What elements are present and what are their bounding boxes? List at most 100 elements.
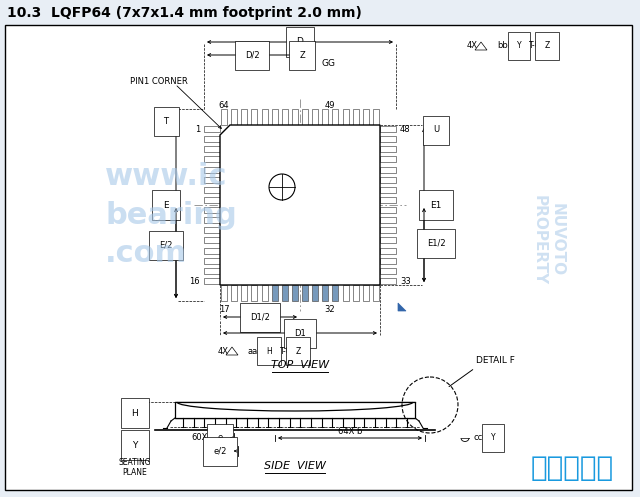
Bar	[380, 238, 396, 244]
Bar	[204, 207, 220, 213]
Text: H: H	[266, 346, 272, 355]
Bar	[204, 136, 220, 142]
Text: PIN1 CORNER: PIN1 CORNER	[130, 78, 188, 86]
Text: 深圳宏力捉: 深圳宏力捉	[531, 454, 614, 482]
Bar	[380, 136, 396, 142]
Bar	[282, 285, 288, 301]
Bar	[252, 285, 257, 301]
Text: TOP  VIEW: TOP VIEW	[271, 360, 329, 370]
Bar	[342, 109, 349, 125]
Text: 17: 17	[219, 305, 229, 314]
Bar	[271, 109, 278, 125]
Bar	[332, 285, 339, 301]
Bar	[380, 126, 396, 132]
Bar	[204, 197, 220, 203]
Bar	[353, 109, 359, 125]
Bar	[363, 109, 369, 125]
Bar	[221, 109, 227, 125]
Text: 4X: 4X	[218, 346, 229, 355]
Bar	[302, 109, 308, 125]
Bar	[271, 285, 278, 301]
Bar	[380, 258, 396, 264]
Text: SIDE  VIEW: SIDE VIEW	[264, 461, 326, 471]
Polygon shape	[220, 125, 380, 285]
Bar	[204, 157, 220, 163]
Bar	[204, 268, 220, 274]
Text: 48: 48	[400, 125, 411, 134]
Bar	[363, 285, 369, 301]
Bar	[282, 109, 288, 125]
Text: H: H	[132, 409, 138, 417]
Text: Y: Y	[132, 440, 138, 449]
Bar	[312, 109, 318, 125]
Text: e: e	[218, 433, 223, 442]
Bar	[380, 278, 396, 284]
Bar	[221, 285, 227, 301]
Bar	[262, 285, 268, 301]
Text: 49: 49	[324, 100, 335, 109]
Bar	[204, 258, 220, 264]
Bar	[380, 187, 396, 193]
Bar	[204, 217, 220, 223]
Text: ccc: ccc	[473, 433, 487, 442]
Bar	[204, 126, 220, 132]
Text: 16: 16	[189, 276, 200, 285]
Text: 33: 33	[400, 276, 411, 285]
Text: www.ic
bearing
.com: www.ic bearing .com	[105, 163, 237, 268]
Bar	[380, 197, 396, 203]
Bar	[241, 109, 247, 125]
Bar	[204, 248, 220, 253]
Bar	[292, 109, 298, 125]
Bar	[204, 146, 220, 152]
Bar	[241, 285, 247, 301]
Text: aaa: aaa	[248, 346, 264, 355]
Bar	[312, 285, 318, 301]
Text: D1/2: D1/2	[250, 313, 270, 322]
Bar	[302, 285, 308, 301]
Bar	[380, 146, 396, 152]
Text: 1: 1	[195, 125, 200, 134]
Text: 60X: 60X	[191, 433, 208, 442]
Text: T-U: T-U	[529, 42, 541, 51]
Bar	[380, 227, 396, 233]
Text: Y: Y	[491, 433, 495, 442]
Text: Z: Z	[299, 51, 305, 60]
Bar	[380, 207, 396, 213]
Bar	[175, 402, 415, 418]
Text: E: E	[163, 200, 169, 210]
Text: 64X b: 64X b	[338, 426, 362, 435]
Bar	[262, 109, 268, 125]
Bar	[323, 109, 328, 125]
Text: E/2: E/2	[159, 241, 173, 249]
Bar	[380, 217, 396, 223]
Text: Z: Z	[545, 42, 550, 51]
Bar	[380, 176, 396, 183]
Text: SEATING
PLANE: SEATING PLANE	[118, 458, 151, 478]
Text: 4X: 4X	[467, 42, 478, 51]
Text: T: T	[163, 116, 168, 126]
Bar	[204, 238, 220, 244]
Text: T-U: T-U	[280, 346, 292, 355]
Bar	[380, 248, 396, 253]
Bar	[292, 285, 298, 301]
Bar	[252, 109, 257, 125]
Text: D1: D1	[294, 329, 306, 337]
Bar	[204, 278, 220, 284]
Bar	[342, 285, 349, 301]
Bar	[380, 166, 396, 172]
Text: e/2: e/2	[213, 446, 227, 455]
Text: GG: GG	[321, 59, 335, 68]
Bar	[231, 109, 237, 125]
Bar	[353, 285, 359, 301]
Bar	[204, 176, 220, 183]
Circle shape	[269, 174, 295, 200]
Text: U: U	[433, 126, 439, 135]
Text: Y: Y	[516, 42, 522, 51]
Bar	[332, 109, 339, 125]
Bar	[380, 157, 396, 163]
Text: DETAIL F: DETAIL F	[476, 356, 515, 365]
Text: Z: Z	[296, 346, 301, 355]
Text: D/2: D/2	[244, 51, 259, 60]
Bar	[231, 285, 237, 301]
Bar	[373, 285, 379, 301]
